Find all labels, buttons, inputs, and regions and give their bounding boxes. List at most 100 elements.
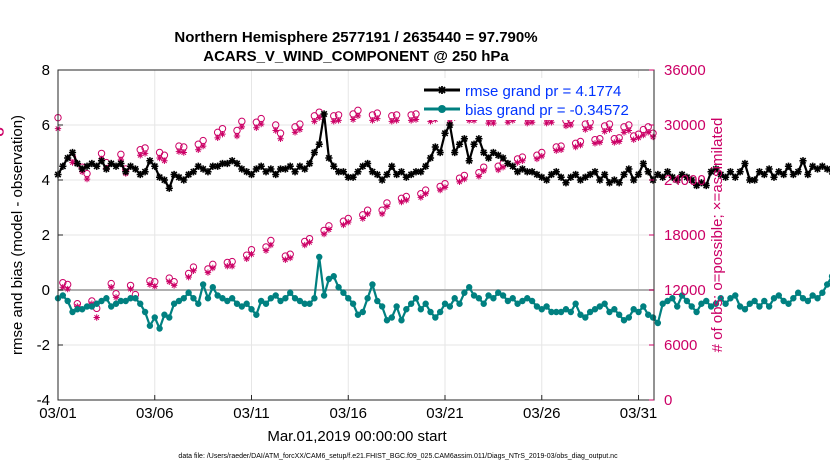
bias-point (185, 289, 192, 296)
y-tick-label-3: 2 (42, 227, 50, 244)
rmse-point (223, 159, 231, 168)
rmse-point (368, 168, 377, 176)
rmse-point (64, 154, 72, 162)
obs-assimilated-point (166, 278, 173, 285)
obs-assimilated-point (228, 262, 236, 270)
bias-point (543, 303, 550, 310)
bias-point (640, 303, 647, 310)
rmse-point (794, 168, 802, 176)
bias-point (132, 295, 139, 302)
bias-point (644, 311, 652, 318)
obs-assimilated-point (93, 314, 100, 321)
rmse-point (436, 148, 444, 157)
bias-point (722, 300, 729, 307)
rmse-point (233, 159, 241, 168)
rmse-point (194, 162, 202, 170)
obs-assimilated-point (533, 155, 541, 163)
obs-assimilated-point (359, 215, 366, 222)
bias-point (611, 306, 618, 313)
bias-point (156, 325, 163, 332)
bias-series (54, 253, 830, 332)
bias-point (117, 297, 125, 305)
rmse-point (228, 157, 236, 165)
bias-point (751, 297, 758, 305)
y-right-tick-label-6: 0 (664, 392, 672, 409)
bias-point (432, 314, 439, 321)
obs-assimilated-point (586, 124, 594, 131)
rmse-point (712, 165, 720, 173)
y-axis-label: rmse and bias (model - observation) (9, 115, 26, 355)
bias-point (495, 289, 502, 296)
obs-assimilated-point (480, 167, 487, 175)
rmse-point (513, 168, 522, 176)
rmse-point (634, 170, 643, 179)
bias-point (195, 300, 202, 307)
rmse-point (736, 168, 744, 176)
obs-assimilated-point (485, 119, 492, 127)
bias-point (499, 292, 507, 299)
bias-point (422, 300, 429, 307)
bias-point (127, 295, 134, 302)
bias-point (398, 317, 405, 324)
obs-assimilated-point (59, 284, 67, 291)
rmse-point (746, 176, 754, 184)
x-tick-label-3: 03/16 (329, 405, 367, 422)
obs-assimilated-point (204, 269, 212, 276)
bias-point (170, 300, 178, 307)
obs-assimilated-point (108, 284, 115, 291)
y-axis-ticks: 8 6 4 2 0 -2 -4 (37, 62, 63, 409)
bias-point (209, 284, 217, 291)
bias-point (325, 275, 333, 283)
obs-assimilated-point (601, 128, 608, 135)
bias-point (112, 300, 120, 307)
rmse-point (615, 179, 623, 187)
bias-point (146, 322, 154, 329)
obs-assimilated-point (591, 140, 599, 147)
rmse-point (325, 154, 333, 162)
bias-point (509, 295, 516, 302)
rmse-point (102, 165, 110, 173)
rmse-point (267, 165, 275, 173)
obs-possible-point (0, 128, 4, 137)
rmse-point (475, 135, 483, 143)
bias-point (780, 297, 787, 305)
obs-assimilated-point (567, 121, 574, 129)
obs-assimilated-point (606, 126, 613, 133)
rmse-point (262, 168, 270, 176)
bias-point (88, 303, 96, 310)
y-right-tick-label-4: 12000 (664, 282, 706, 299)
legend-rmse-label: rmse grand pr = 4.1774 (465, 83, 621, 100)
bias-point (649, 314, 657, 321)
rmse-point (199, 165, 207, 173)
obs-assimilated-point (195, 146, 202, 153)
obs-assimilated-point (190, 267, 197, 274)
rmse-point (528, 168, 536, 176)
bias-point (485, 292, 492, 299)
obs-assimilated-point (519, 157, 526, 164)
bias-point (238, 303, 246, 310)
bias-point (659, 300, 666, 307)
bias-point (567, 308, 574, 316)
rmse-point (146, 157, 154, 165)
rmse-point (789, 170, 797, 179)
rmse-point (310, 148, 318, 157)
rmse-point (780, 170, 788, 179)
rmse-point (185, 170, 193, 179)
bias-point (528, 297, 536, 305)
x-tick-label-1: 03/06 (136, 405, 174, 422)
obs-assimilated-point (436, 186, 444, 194)
rmse-point (586, 170, 594, 179)
rmse-point (165, 184, 173, 192)
bias-point (596, 303, 604, 310)
rmse-series (54, 110, 830, 192)
rmse-point (610, 176, 618, 184)
y-axis-right-ticks: 36000 30000 24000 18000 12000 6000 0 (649, 62, 706, 409)
bias-point (233, 300, 241, 307)
bias-point (601, 300, 608, 307)
bias-point (654, 319, 662, 327)
rmse-point (543, 176, 551, 184)
rmse-point (562, 179, 570, 187)
bias-point (823, 281, 830, 288)
bias-point (553, 308, 560, 316)
legend-bias-marker (438, 105, 446, 113)
